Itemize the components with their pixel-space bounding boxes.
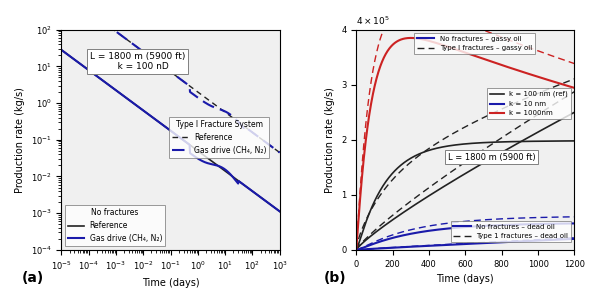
Text: $4\times10^5$: $4\times10^5$	[356, 15, 390, 27]
Text: (b): (b)	[323, 271, 346, 285]
Text: L = 1800 m (5900 ft): L = 1800 m (5900 ft)	[448, 153, 535, 162]
Y-axis label: Production rate (kg/s): Production rate (kg/s)	[15, 87, 25, 193]
X-axis label: Time (days): Time (days)	[142, 278, 199, 288]
X-axis label: Time (days): Time (days)	[437, 274, 494, 284]
Legend: Reference, Gas drive (CH₄, N₂): Reference, Gas drive (CH₄, N₂)	[169, 117, 269, 158]
Y-axis label: Production rate (kg/s): Production rate (kg/s)	[325, 87, 335, 193]
Text: L = 1800 m (5900 ft)
    k = 100 nD: L = 1800 m (5900 ft) k = 100 nD	[90, 52, 185, 71]
Text: (a): (a)	[22, 271, 44, 285]
Legend: No fractures – dead oil, Type 1 fractures – dead oil: No fractures – dead oil, Type 1 fracture…	[451, 221, 571, 242]
